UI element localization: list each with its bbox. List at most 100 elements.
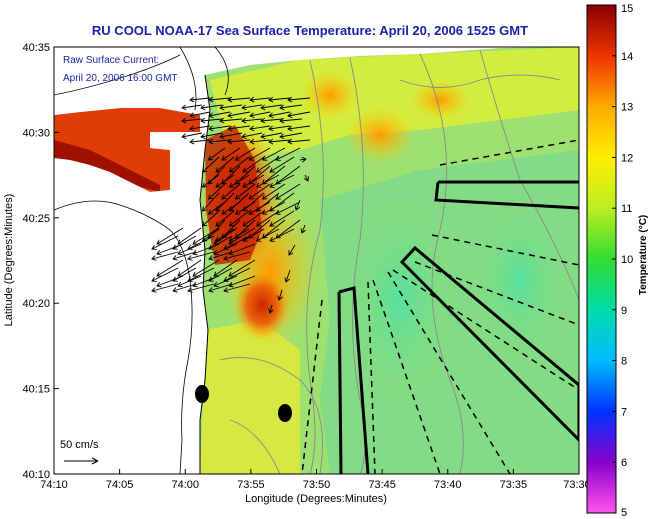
current-vector	[201, 210, 220, 227]
current-vector	[192, 259, 220, 277]
current-vector	[192, 243, 220, 256]
current-vector	[215, 156, 235, 173]
current-vector	[227, 138, 251, 145]
current-vector	[227, 111, 251, 119]
current-vector	[234, 147, 256, 161]
scale-label: 50 cm/s	[60, 439, 99, 451]
colorbar-ticks: 5 6 7 8 9 10 11 12 13 14 15	[612, 3, 633, 519]
current-vector	[215, 210, 235, 227]
colorbar-tick-label: 14	[621, 51, 633, 63]
colorbar-tick-label: 9	[621, 305, 627, 317]
current-vector	[219, 104, 243, 111]
current-vector	[189, 111, 211, 119]
current-vector	[207, 201, 226, 215]
current-vector	[303, 174, 309, 182]
current-vector	[177, 227, 202, 245]
current-vector	[200, 104, 223, 111]
current-vector	[172, 283, 197, 293]
current-vector	[269, 228, 295, 242]
current-vector	[261, 183, 286, 200]
current-vector	[260, 104, 283, 111]
current-vector	[277, 289, 283, 301]
current-vector	[213, 275, 238, 288]
y-tick-label: 40:25	[22, 213, 50, 225]
sst-cool-patch-2	[470, 190, 570, 370]
current-vector	[241, 132, 263, 140]
colorbar-tick-label: 7	[621, 406, 627, 418]
current-vector	[187, 267, 215, 282]
current-vector	[156, 243, 184, 256]
current-vector	[287, 138, 311, 145]
colorbar-tick-label: 15	[621, 3, 633, 15]
x-tick-label: 73:35	[500, 479, 528, 491]
study-box-southeast	[399, 245, 579, 443]
current-vector	[248, 201, 271, 215]
current-vector	[279, 117, 303, 124]
current-vector	[275, 183, 301, 200]
current-vector	[241, 104, 263, 111]
x-tick-label: 74:10	[40, 479, 68, 491]
x-axis: 74:10 74:05 74:00 73:55 73:50 73:45 73:40 73:35…	[40, 469, 591, 491]
current-vector	[268, 111, 291, 119]
current-vector	[200, 117, 223, 124]
annotation-line2: April 20, 2006 16:00 GMT	[63, 73, 178, 84]
current-vector	[215, 174, 235, 188]
current-vector	[213, 243, 238, 256]
current-vector	[156, 275, 184, 288]
study-lines	[301, 139, 579, 474]
current-vector	[228, 174, 250, 188]
current-vector	[249, 138, 271, 145]
current-vector	[275, 147, 301, 161]
current-vector	[249, 125, 271, 132]
current-vector	[151, 251, 179, 261]
current-vector	[192, 275, 220, 288]
current-vector	[189, 125, 211, 132]
current-vector	[288, 244, 296, 256]
current-vector	[192, 227, 220, 245]
current-vector	[156, 259, 184, 277]
current-vector	[181, 104, 203, 111]
current-vector	[151, 267, 179, 282]
colorbar-tick-label: 11	[621, 203, 632, 215]
current-vector	[255, 174, 280, 188]
annotation-line1: Raw Surface Current:	[63, 55, 159, 66]
current-vector	[255, 156, 280, 173]
current-vector	[275, 201, 301, 215]
current-vector	[177, 275, 202, 288]
current-vector	[287, 111, 311, 119]
current-vector	[201, 228, 220, 242]
study-box-east	[434, 180, 579, 210]
current-vector	[187, 251, 215, 261]
study-boxes	[337, 180, 579, 474]
coastline-north	[179, 47, 229, 111]
bathymetry-contours	[219, 49, 579, 474]
current-vector	[268, 96, 291, 103]
x-tick-label: 74:05	[106, 479, 134, 491]
current-vector	[294, 199, 301, 211]
current-vector	[269, 174, 295, 188]
current-vector	[228, 156, 250, 173]
current-vector	[223, 251, 251, 261]
current-vector	[228, 259, 256, 277]
colorbar-tick-label: 5	[621, 507, 627, 519]
sst-bay-dark	[54, 140, 160, 192]
sst-cool-patch	[340, 190, 460, 410]
current-vector	[255, 210, 280, 227]
sst-hot-coastal-2	[234, 270, 290, 340]
current-vector	[223, 267, 251, 282]
current-vector	[249, 96, 271, 103]
current-vector	[228, 243, 256, 256]
scale-arrowhead	[91, 457, 99, 465]
sst-warm-patch-3	[410, 80, 470, 120]
plot-area	[54, 47, 579, 474]
colorbar-tick-label: 13	[621, 102, 633, 114]
current-vector	[181, 132, 203, 140]
chart-title: RU COOL NOAA-17 Sea Surface Temperature:…	[92, 23, 528, 38]
current-vector	[223, 235, 251, 250]
current-vector	[201, 156, 220, 173]
current-vector	[223, 283, 251, 293]
current-vector	[255, 228, 280, 242]
land	[54, 47, 210, 474]
current-vector	[287, 96, 311, 103]
